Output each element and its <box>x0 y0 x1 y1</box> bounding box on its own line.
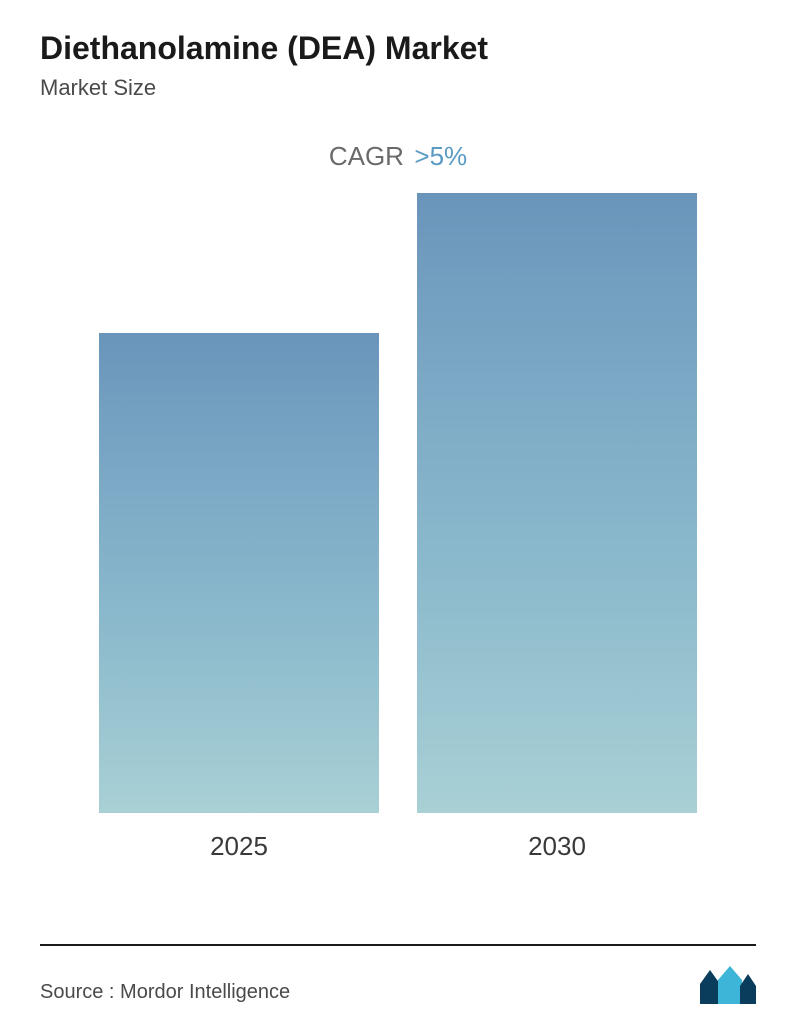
brand-logo <box>700 966 756 1004</box>
source-text: Source : Mordor Intelligence <box>40 981 290 1004</box>
cagr-label: CAGR <box>329 141 404 171</box>
logo-icon <box>700 966 756 1004</box>
bar-group-2025: 2025 <box>99 333 379 862</box>
source-label: Source : <box>40 981 114 1003</box>
bar-2030 <box>417 193 697 813</box>
cagr-value: >5% <box>414 141 467 171</box>
chart-subtitle: Market Size <box>40 75 756 101</box>
bar-label-2025: 2025 <box>210 831 268 862</box>
bar-group-2030: 2030 <box>417 193 697 862</box>
bar-label-2030: 2030 <box>528 831 586 862</box>
footer: Source : Mordor Intelligence <box>40 944 756 1004</box>
chart-area: 2025 2030 <box>40 222 756 862</box>
source-value: Mordor Intelligence <box>120 981 290 1003</box>
chart-title: Diethanolamine (DEA) Market <box>40 30 756 67</box>
bar-2025 <box>99 333 379 813</box>
cagr-container: CAGR >5% <box>40 141 756 172</box>
